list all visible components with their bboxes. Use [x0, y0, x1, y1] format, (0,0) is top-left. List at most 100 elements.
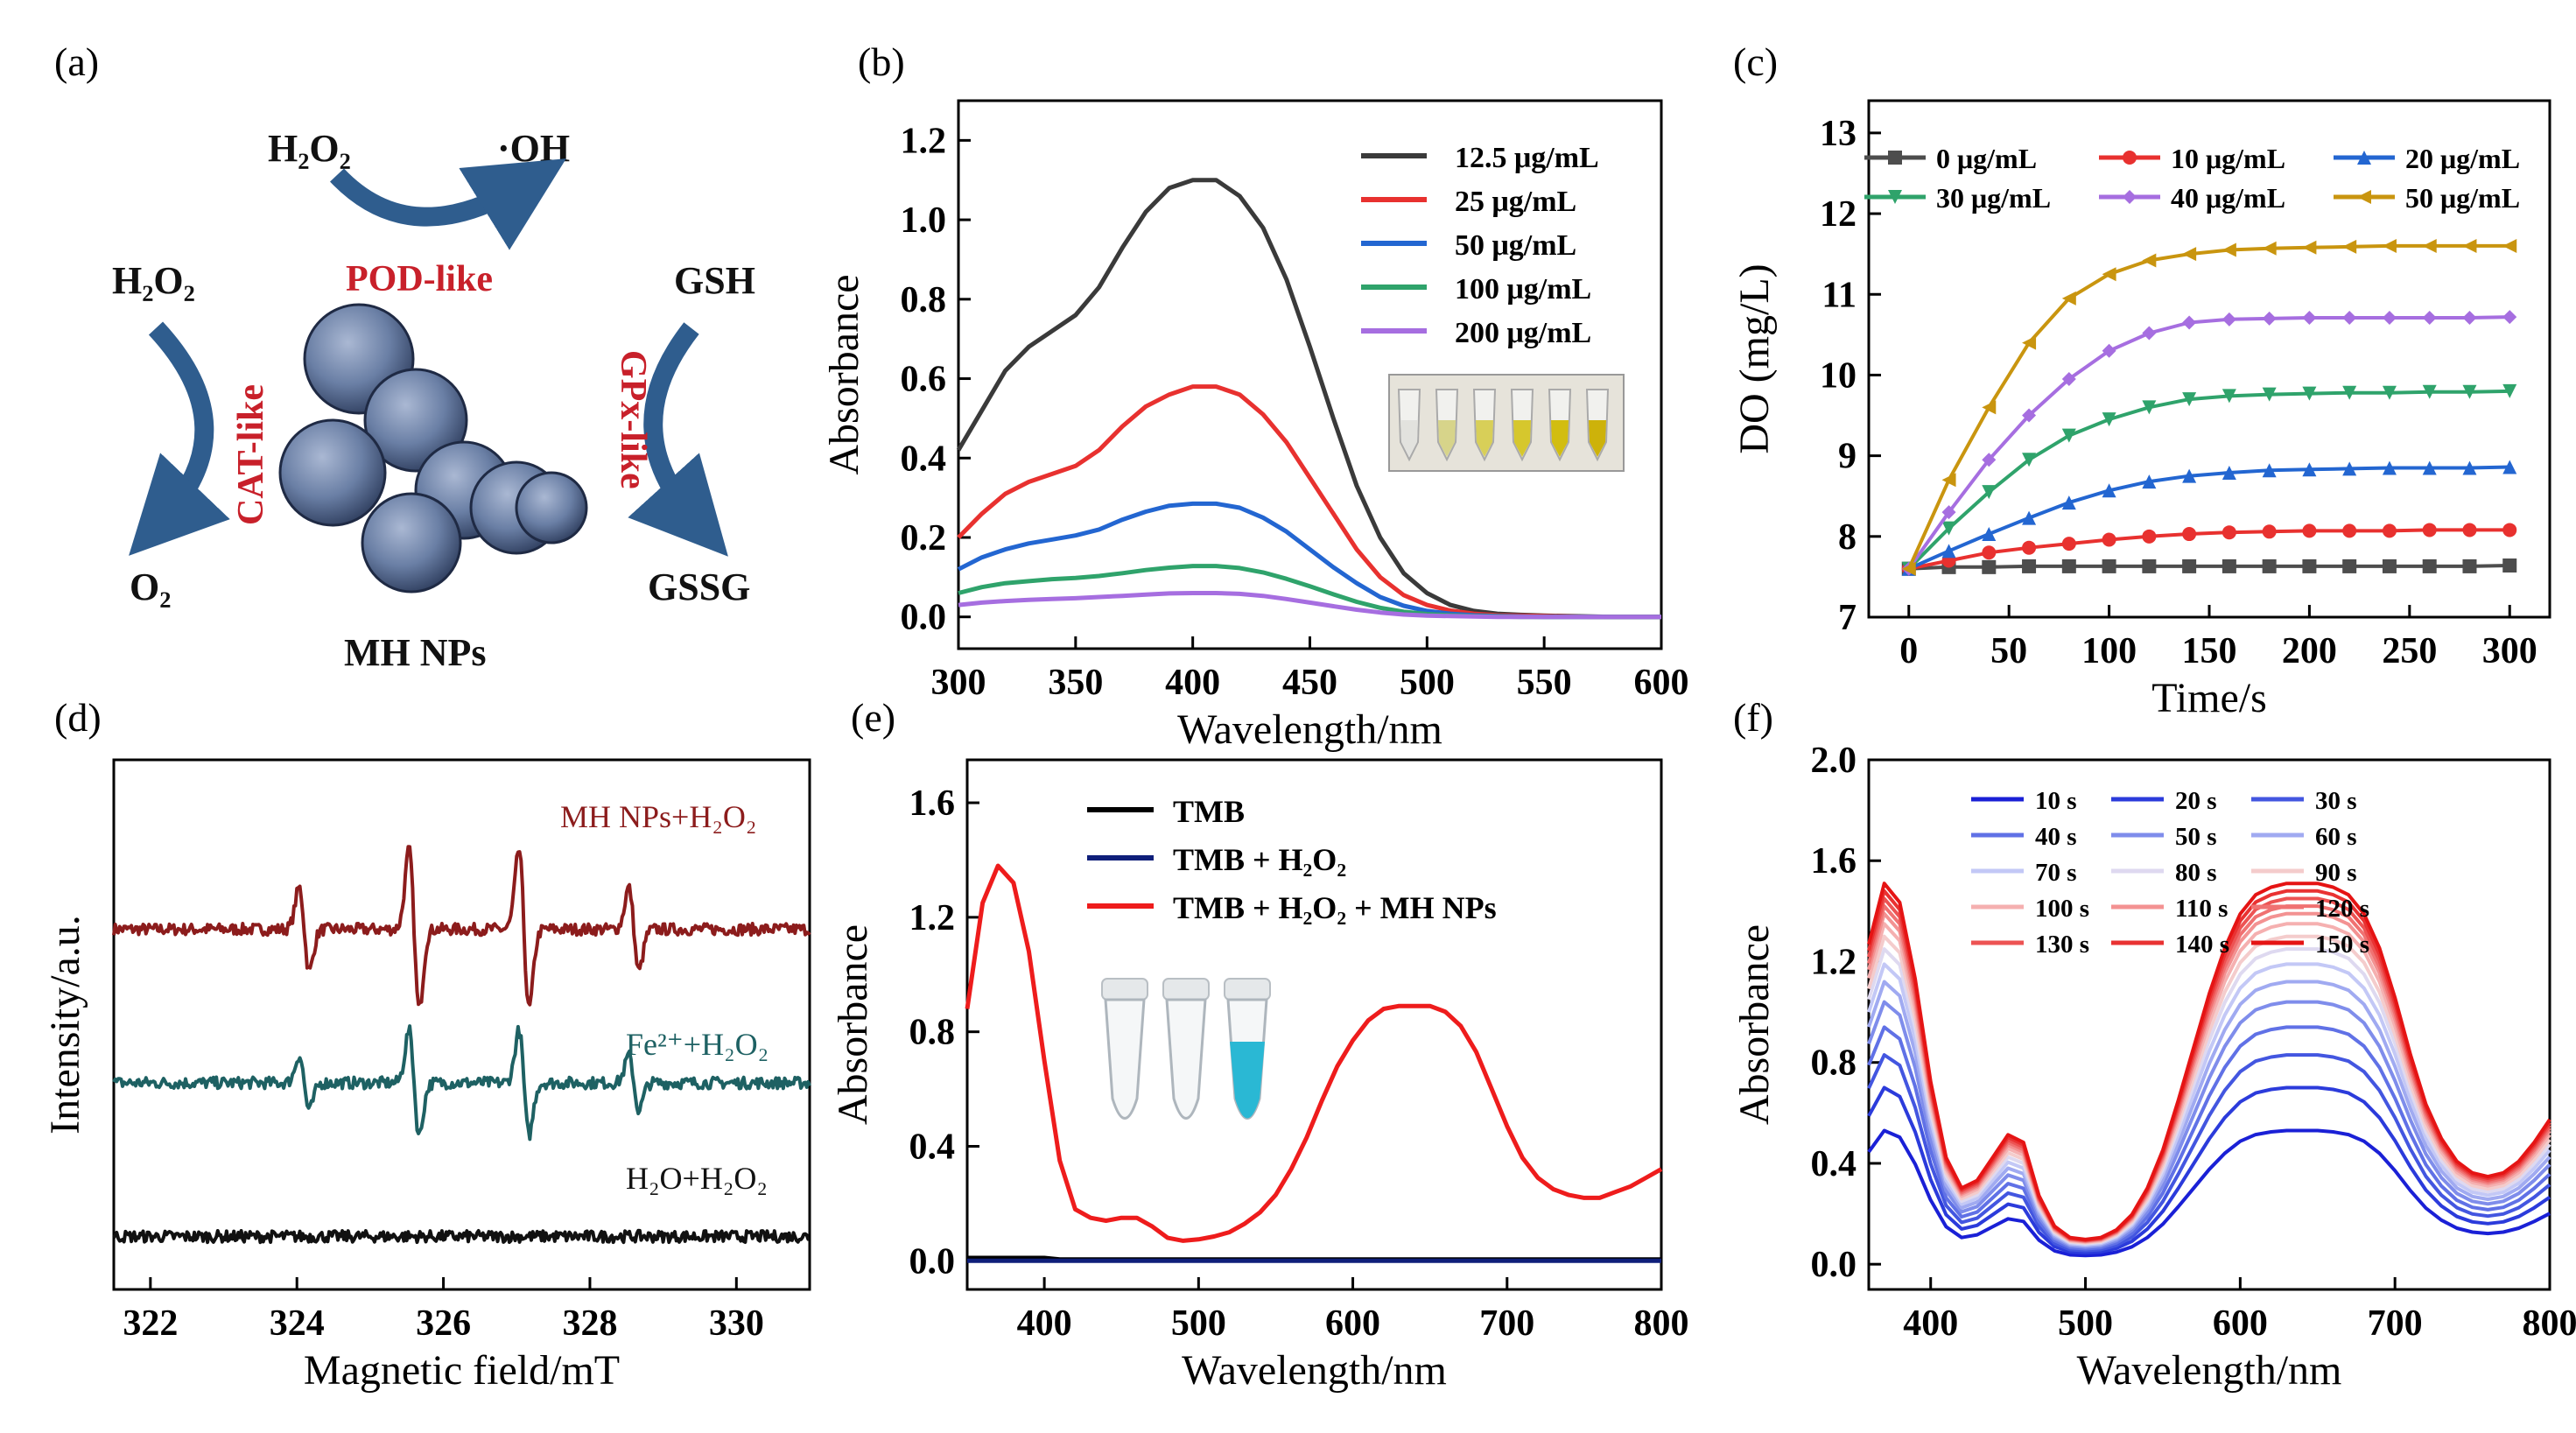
data-point	[2422, 523, 2437, 537]
vial-liquid	[1513, 420, 1531, 457]
legend-entry: 60 s	[2315, 823, 2357, 851]
data-point	[2302, 558, 2317, 573]
panel-b-label: (b)	[858, 39, 905, 84]
panel-e: (e) 400 500 600 700 800 0.0 0.4 0.8 1.2 1.6 Wavelen…	[830, 695, 1689, 1394]
legend-entry: 140 s	[2175, 931, 2229, 959]
legend-entry: 110 s	[2175, 895, 2228, 923]
series-line	[1907, 465, 2510, 571]
legend-entry: TMB	[1173, 794, 1245, 829]
x-tick-label: 326	[416, 1303, 471, 1344]
x-tick-label: 328	[562, 1303, 617, 1344]
x-tick-label: 500	[1400, 663, 1455, 703]
x-tick-label: 700	[1479, 1303, 1534, 1344]
series-line	[1867, 962, 2551, 1247]
data-point	[2382, 460, 2397, 475]
data-point	[1982, 485, 1997, 500]
data-point	[2222, 558, 2236, 573]
data-point	[2061, 372, 2076, 387]
series-line	[1908, 564, 2510, 571]
data-point	[2422, 310, 2437, 325]
data-point	[2502, 523, 2517, 537]
cat-reactant: H₂O₂	[112, 259, 195, 302]
cat-product: O₂	[130, 565, 171, 608]
panel-f-label: (f)	[1733, 695, 1773, 740]
y-tick-label: 1.2	[1811, 942, 1857, 982]
data-point	[2342, 461, 2357, 476]
data-point	[2342, 523, 2357, 538]
legend-entry: TMB + H₂O₂	[1173, 842, 1346, 877]
data-point	[2462, 558, 2477, 573]
data-point	[1941, 544, 1956, 558]
x-tick-label: 50	[1990, 631, 2027, 671]
legend-entry: 12.5 μg/mL	[1455, 142, 1599, 174]
data-point	[2302, 386, 2317, 401]
y-tick-label: 10	[1820, 355, 1857, 396]
y-tick-label: 1.2	[909, 898, 956, 938]
data-point	[2382, 523, 2397, 538]
tube	[1104, 998, 1146, 1120]
panel-f: (f) 400 500 600 700 800 0.0 0.4 0.8 1.2 1.6 2.0 Wave…	[1731, 695, 2576, 1394]
data-point	[2102, 558, 2116, 573]
data-point	[2422, 238, 2437, 253]
series-line	[1867, 1025, 2551, 1251]
cat-like-label: CAT-like	[231, 384, 271, 525]
data-point	[1941, 521, 1956, 536]
pod-arrow	[330, 158, 566, 250]
data-point	[2222, 465, 2236, 480]
legend-entry: 30 s	[2315, 787, 2357, 815]
series-label: Fe²⁺+H₂O₂	[626, 1027, 769, 1062]
data-point	[2502, 310, 2517, 325]
vial-liquid	[1400, 420, 1418, 457]
x-tick-label: 550	[1517, 663, 1572, 703]
gpx-arrow	[628, 322, 728, 557]
legend-entry: 100 s	[2035, 895, 2089, 923]
data-point	[2422, 558, 2437, 573]
x-axis-label: Time/s	[2151, 675, 2267, 721]
data-point	[2022, 453, 2037, 467]
panel-c-label: (c)	[1733, 39, 1778, 84]
series-line	[1867, 1085, 2551, 1255]
data-point	[2182, 247, 2197, 262]
data-point	[2382, 238, 2397, 253]
x-tick-label: 324	[270, 1303, 325, 1344]
panel-a: (a) H₂O₂ ·OH POD-like H₂O₂ O₂ CAT-like G…	[54, 39, 755, 674]
panel-d: (d) 322 324 326 328 330 Magnetic field/mT Inten…	[42, 695, 811, 1394]
panel-a-label: (a)	[54, 39, 99, 84]
photo-frame	[1388, 374, 1625, 472]
y-tick-label: 9	[1838, 437, 1857, 477]
y-tick-label: 0.8	[901, 280, 947, 320]
pod-reactant: H₂O₂	[268, 127, 351, 170]
x-tick-label: 400	[1017, 1303, 1072, 1344]
data-point	[2462, 310, 2477, 325]
y-tick-label: 2.0	[1811, 741, 1857, 781]
data-point	[2262, 241, 2277, 256]
y-tick-label: 7	[1838, 598, 1857, 638]
y-tick-label: 0.2	[901, 518, 947, 558]
y-axis-label: Intensity/a.u.	[42, 915, 88, 1134]
x-axis-label: Wavelength/nm	[1177, 706, 1442, 753]
legend-entry: 80 s	[2175, 859, 2217, 887]
data-point	[2142, 400, 2157, 415]
y-tick-label: 13	[1820, 114, 1857, 154]
x-tick-label: 800	[1634, 1303, 1689, 1344]
series-line	[965, 863, 1663, 1243]
plot-frame	[1867, 99, 2551, 619]
data-point	[2102, 483, 2116, 498]
data-point	[2061, 291, 2076, 306]
series-line	[1867, 947, 2551, 1246]
y-tick-label: 11	[1821, 275, 1857, 315]
data-point	[2061, 537, 2076, 551]
x-tick-label: 400	[1165, 663, 1220, 703]
data-point	[2502, 383, 2517, 398]
y-tick-label: 0.4	[1811, 1144, 1857, 1184]
x-tick-label: 800	[2523, 1303, 2576, 1344]
data-point	[2222, 312, 2236, 327]
legend-entry: 10 s	[2035, 787, 2077, 815]
y-tick-label: 1.2	[901, 121, 947, 161]
y-tick-label: 0.8	[909, 1013, 956, 1053]
data-point	[2182, 527, 2197, 542]
legend-entry: 100 μg/mL	[1455, 273, 1591, 306]
series-line	[1907, 389, 2510, 571]
data-point	[2102, 532, 2116, 547]
